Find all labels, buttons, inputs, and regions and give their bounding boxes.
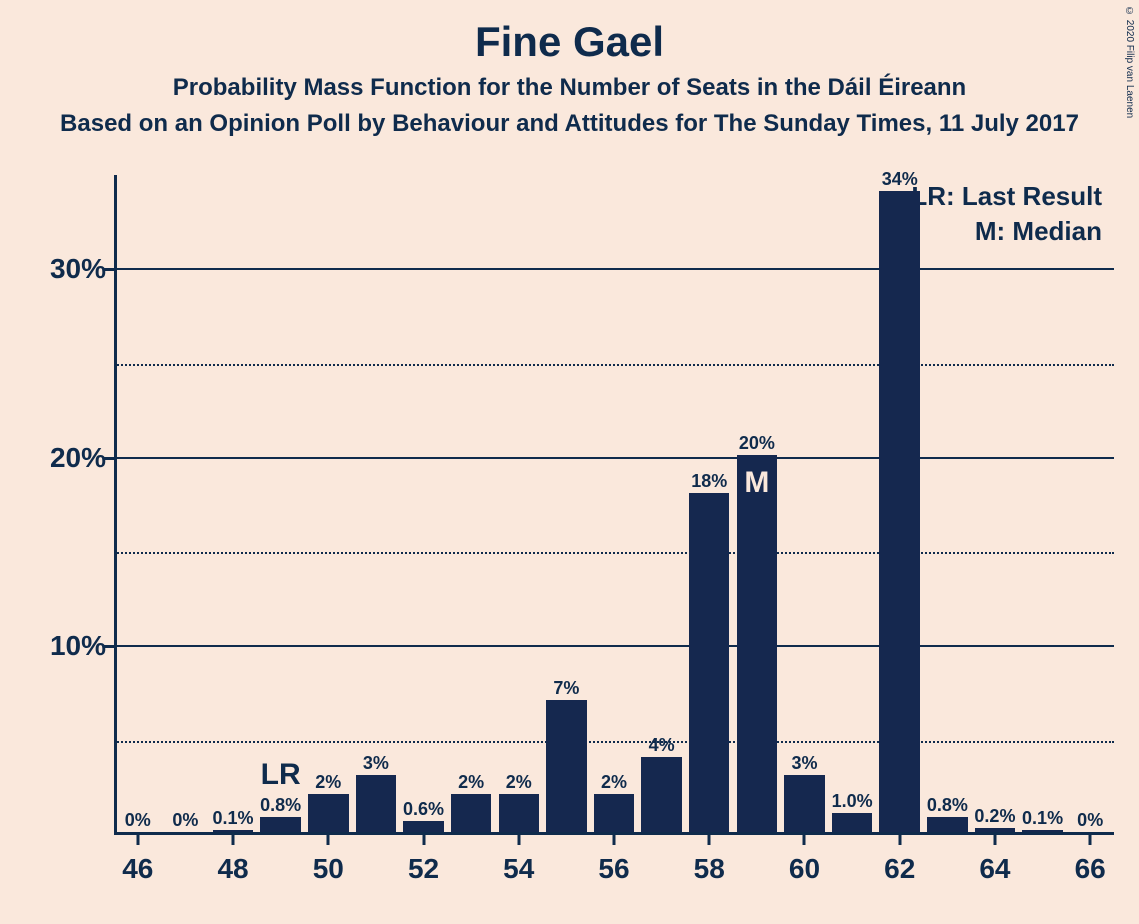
chart-subtitle-2: Based on an Opinion Poll by Behaviour an… xyxy=(0,110,1139,138)
x-tick-label: 58 xyxy=(694,853,725,885)
x-tick-mark xyxy=(327,835,330,845)
x-tick-mark xyxy=(422,835,425,845)
x-tick-label: 50 xyxy=(313,853,344,885)
chart-bar xyxy=(832,813,872,832)
chart-bar xyxy=(737,455,777,832)
grid-minor xyxy=(114,741,1114,743)
bar-value-label: 0% xyxy=(172,810,198,831)
bar-value-label: 1.0% xyxy=(832,791,873,812)
median-marker: M xyxy=(744,466,769,500)
bar-value-label: 0.6% xyxy=(403,799,444,820)
grid-minor xyxy=(114,552,1114,554)
x-tick-mark xyxy=(898,835,901,845)
chart-bar xyxy=(451,794,491,832)
bar-value-label: 2% xyxy=(458,772,484,793)
x-tick-label: 54 xyxy=(503,853,534,885)
chart-bar xyxy=(213,830,253,832)
chart-plot-area: LR: Last Result M: Median 10%20%30%46485… xyxy=(114,175,1114,835)
x-tick-label: 66 xyxy=(1075,853,1106,885)
chart-legend: LR: Last Result M: Median xyxy=(911,181,1102,251)
x-tick-label: 60 xyxy=(789,853,820,885)
x-tick-label: 46 xyxy=(122,853,153,885)
y-tick-label: 10% xyxy=(26,630,106,662)
copyright-text: © 2020 Filip van Laenen xyxy=(1124,6,1135,118)
bar-value-label: 0.2% xyxy=(974,806,1015,827)
x-tick-mark xyxy=(232,835,235,845)
chart-bar xyxy=(594,794,634,832)
bar-value-label: 2% xyxy=(506,772,532,793)
x-tick-mark xyxy=(803,835,806,845)
chart-bar xyxy=(546,700,586,832)
x-tick-label: 52 xyxy=(408,853,439,885)
x-tick-label: 48 xyxy=(217,853,248,885)
x-tick-mark xyxy=(517,835,520,845)
chart-bar xyxy=(641,757,681,832)
chart-bar xyxy=(356,775,396,832)
chart-bar xyxy=(689,493,729,832)
x-tick-mark xyxy=(613,835,616,845)
x-tick-label: 56 xyxy=(598,853,629,885)
x-tick-mark xyxy=(708,835,711,845)
bar-value-label: 0.8% xyxy=(927,795,968,816)
legend-lr: LR: Last Result xyxy=(911,181,1102,212)
chart-bar xyxy=(403,821,443,832)
bar-value-label: 0% xyxy=(125,810,151,831)
chart-bar xyxy=(879,191,919,832)
chart-bar xyxy=(308,794,348,832)
legend-m: M: Median xyxy=(911,216,1102,247)
grid-major xyxy=(114,645,1114,647)
chart-bar xyxy=(927,817,967,832)
bar-value-label: 18% xyxy=(691,471,727,492)
y-tick-label: 30% xyxy=(26,253,106,285)
bar-value-label: 7% xyxy=(553,678,579,699)
bar-value-label: 3% xyxy=(363,753,389,774)
x-tick-label: 64 xyxy=(979,853,1010,885)
chart-header: Fine Gael Probability Mass Function for … xyxy=(0,0,1139,138)
bar-value-label: 34% xyxy=(882,169,918,190)
bar-value-label: 2% xyxy=(315,772,341,793)
grid-minor xyxy=(114,364,1114,366)
bar-value-label: 4% xyxy=(649,735,675,756)
y-tick-label: 20% xyxy=(26,442,106,474)
bar-value-label: 0.1% xyxy=(1022,808,1063,829)
chart-bar xyxy=(499,794,539,832)
grid-major xyxy=(114,457,1114,459)
chart-subtitle-1: Probability Mass Function for the Number… xyxy=(0,74,1139,102)
bar-value-label: 0.8% xyxy=(260,795,301,816)
x-tick-mark xyxy=(993,835,996,845)
chart-bar xyxy=(260,817,300,832)
bar-value-label: 20% xyxy=(739,433,775,454)
grid-major xyxy=(114,268,1114,270)
bar-value-label: 0.1% xyxy=(213,808,254,829)
chart-bar xyxy=(975,828,1015,832)
chart-bar xyxy=(1022,830,1062,832)
chart-bar xyxy=(784,775,824,832)
x-tick-label: 62 xyxy=(884,853,915,885)
bar-value-label: 2% xyxy=(601,772,627,793)
chart-title: Fine Gael xyxy=(0,18,1139,66)
x-tick-mark xyxy=(136,835,139,845)
lr-marker: LR xyxy=(261,758,301,792)
bar-value-label: 3% xyxy=(791,753,817,774)
bar-value-label: 0% xyxy=(1077,810,1103,831)
y-axis xyxy=(114,175,117,835)
x-tick-mark xyxy=(1089,835,1092,845)
